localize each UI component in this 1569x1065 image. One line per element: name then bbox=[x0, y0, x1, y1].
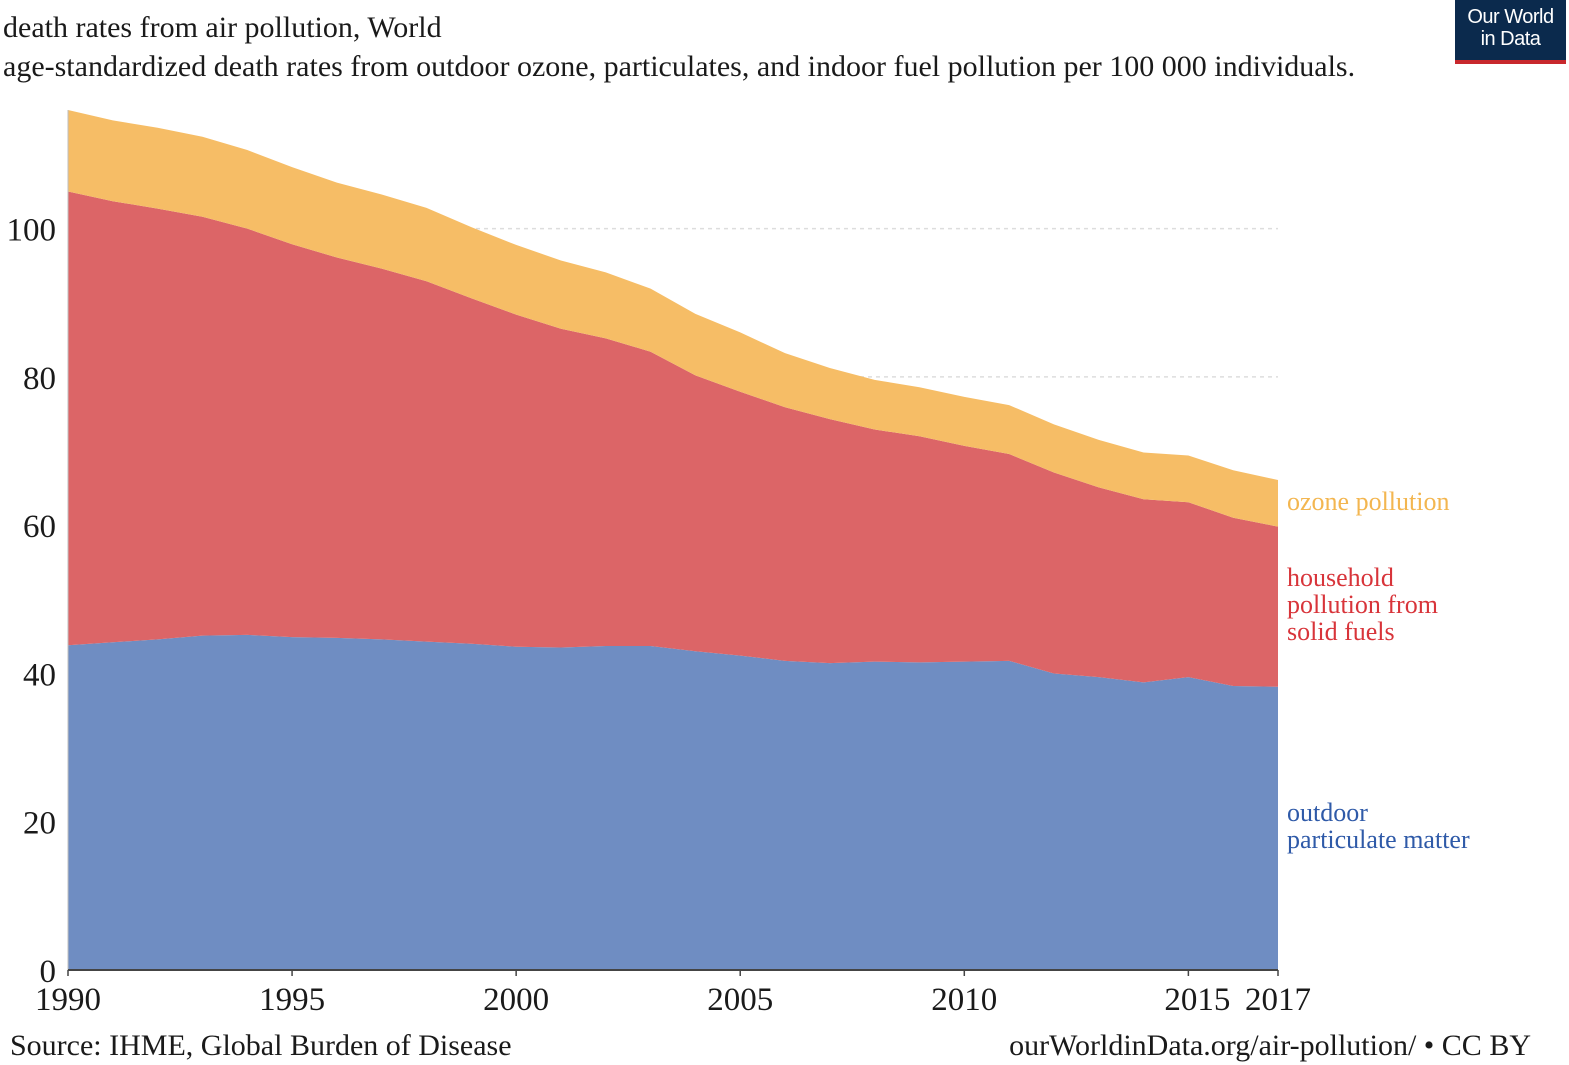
y-tick-label-60: 60 bbox=[23, 509, 56, 545]
area-outdoor-particulate-matter bbox=[68, 634, 1278, 970]
x-tick-label-2017: 2017 bbox=[1245, 982, 1311, 1018]
x-tick-label-1990: 1990 bbox=[35, 982, 101, 1018]
label-household-pollution-line-2: pollution from bbox=[1287, 590, 1438, 619]
y-tick-label-0: 0 bbox=[40, 954, 57, 990]
label-outdoor-particulate-matter: outdoor particulate matter bbox=[1287, 798, 1470, 854]
our-world-in-data-logo[interactable]: Our World in Data bbox=[1455, 0, 1566, 64]
label-ozone-pollution: ozone pollution bbox=[1287, 487, 1449, 516]
label-household-pollution: household pollution from solid fuels bbox=[1287, 563, 1438, 646]
label-household-pollution-line-1: household bbox=[1287, 563, 1394, 592]
x-tick-label-2010: 2010 bbox=[931, 982, 997, 1018]
y-tick-label-20: 20 bbox=[23, 806, 56, 842]
y-tick-label-80: 80 bbox=[23, 361, 56, 397]
y-tick-label-100: 100 bbox=[7, 213, 57, 249]
x-tick-label-2005: 2005 bbox=[707, 982, 773, 1018]
chart-subtitle: age-standardized death rates from outdoo… bbox=[3, 50, 1356, 83]
label-household-pollution-line-3: solid fuels bbox=[1287, 617, 1395, 646]
x-tick-label-2015: 2015 bbox=[1164, 982, 1230, 1018]
chart-title: death rates from air pollution, World bbox=[3, 11, 442, 44]
label-outdoor-particulate-matter-line-2: particulate matter bbox=[1287, 825, 1470, 854]
label-ozone-pollution-line-1: ozone pollution bbox=[1287, 487, 1449, 516]
credit-link[interactable]: ourWorldinData.org/air-pollution/ • CC B… bbox=[1009, 1029, 1531, 1062]
logo-line-1: Our World bbox=[1467, 6, 1554, 28]
source-note: Source: IHME, Global Burden of Disease bbox=[10, 1029, 512, 1062]
x-tick-label-2000: 2000 bbox=[483, 982, 549, 1018]
area-ozone-pollution bbox=[68, 110, 1278, 527]
y-tick-label-40: 40 bbox=[23, 657, 56, 693]
x-tick-label-1995: 1995 bbox=[259, 982, 325, 1018]
label-outdoor-particulate-matter-line-1: outdoor bbox=[1287, 798, 1368, 827]
logo-line-2: in Data bbox=[1480, 28, 1541, 50]
area-household-pollution bbox=[68, 191, 1278, 687]
